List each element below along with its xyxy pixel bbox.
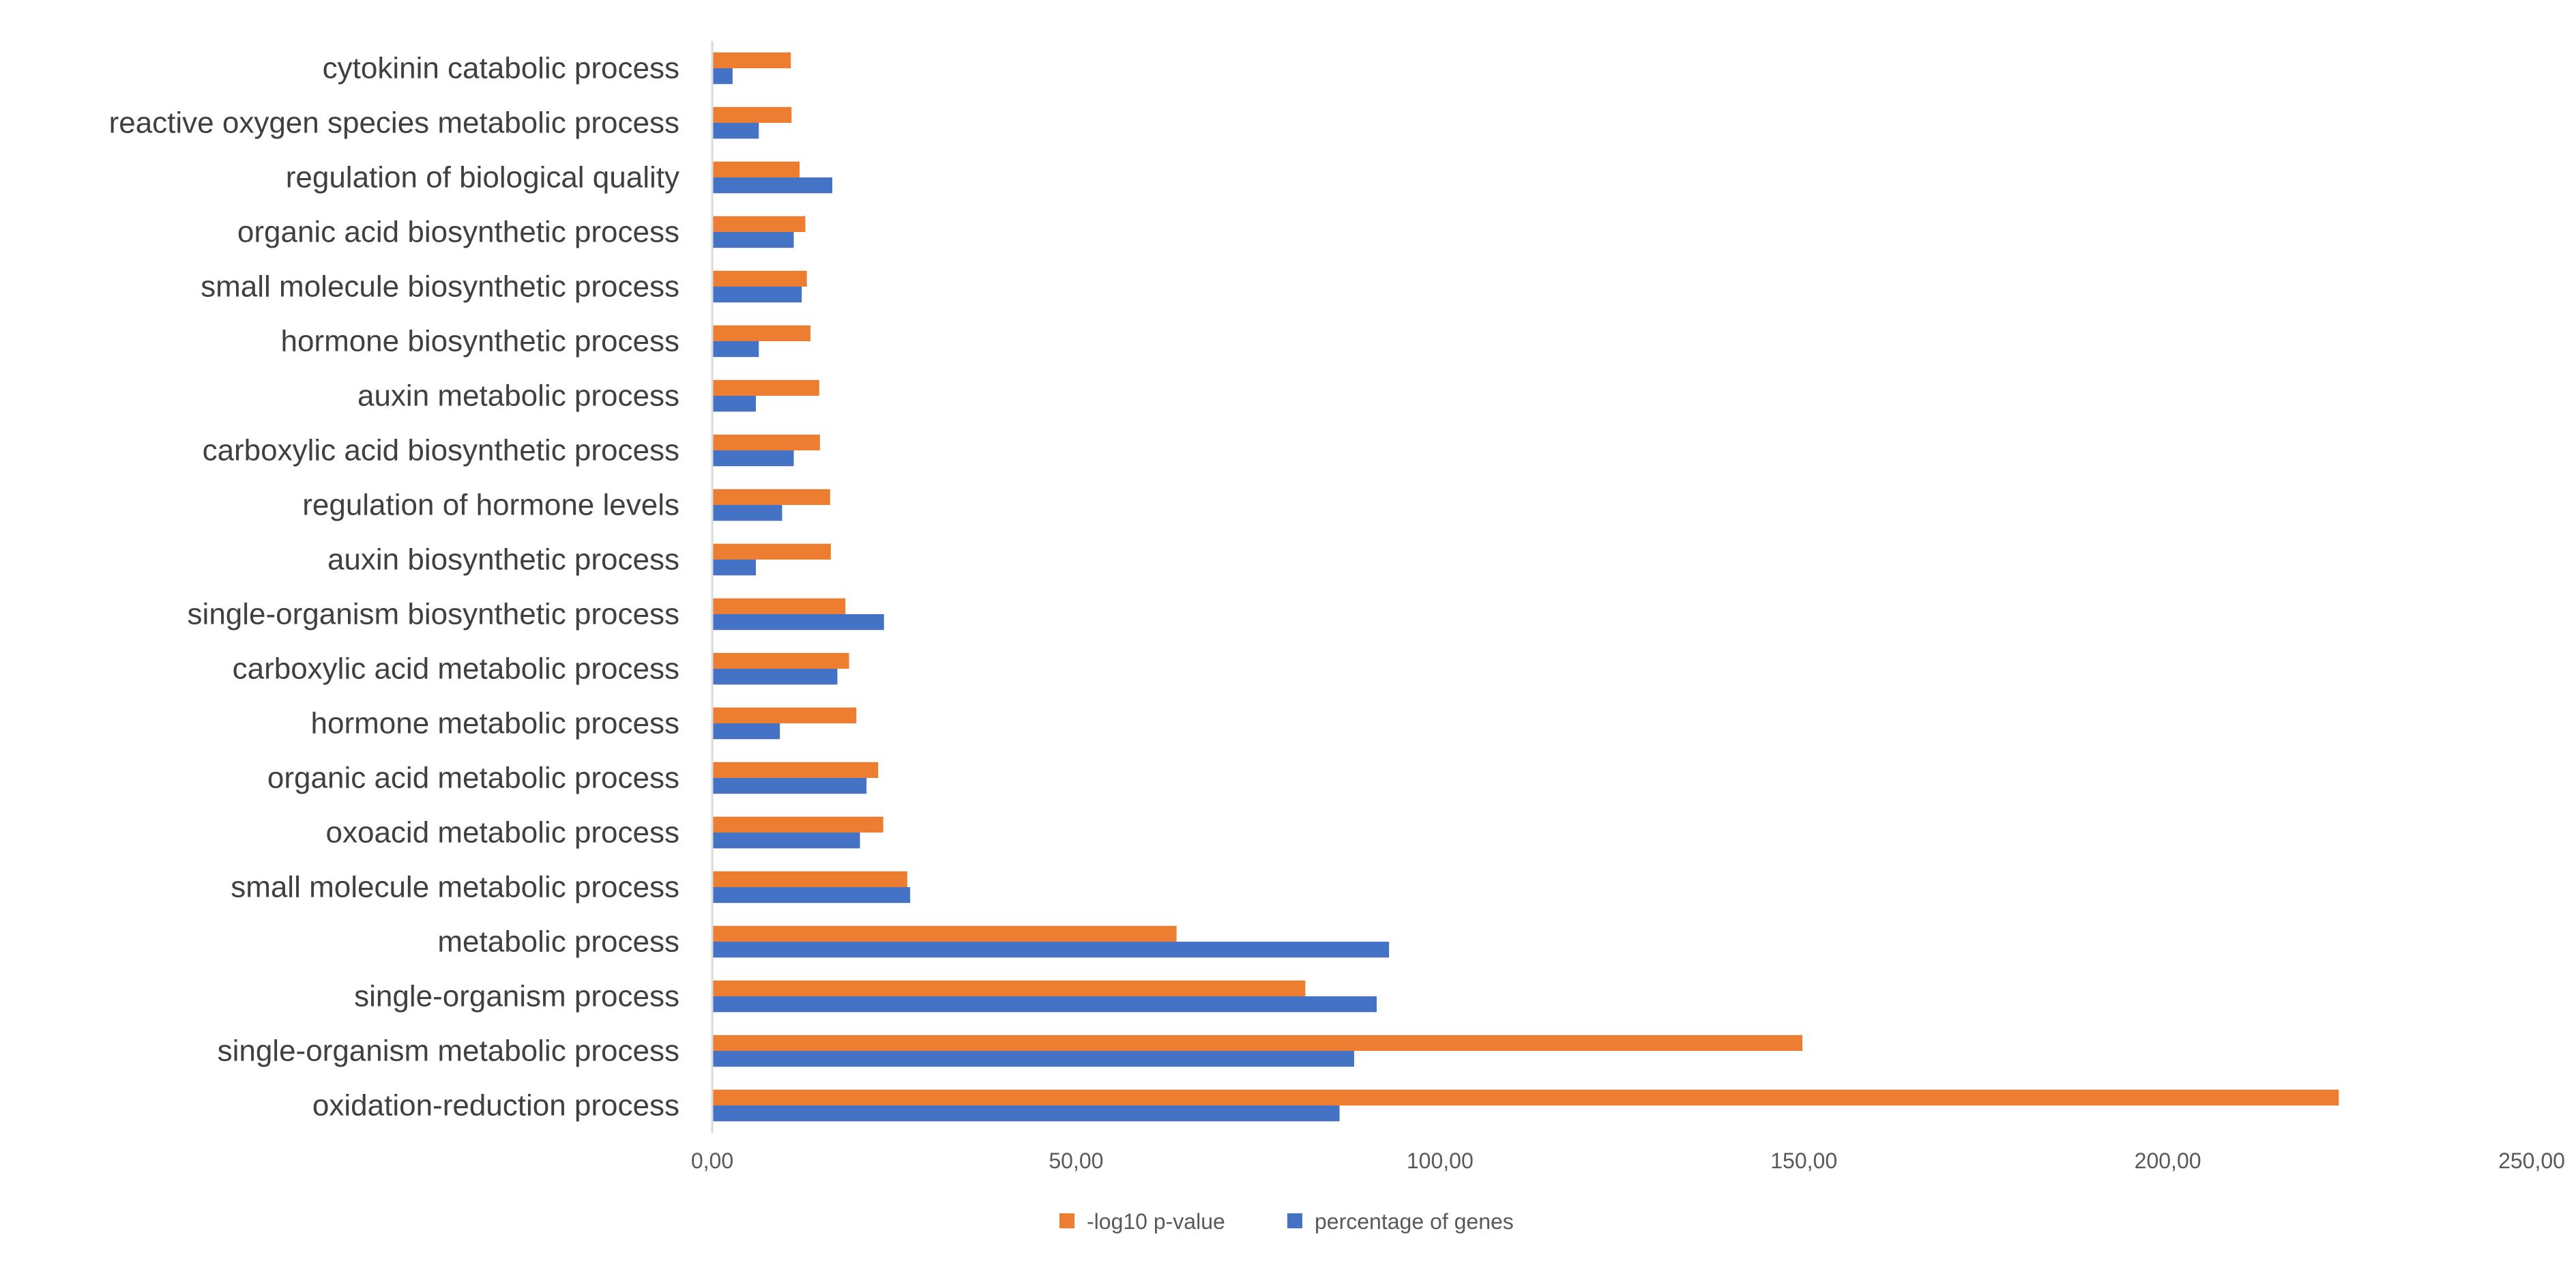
bars-group [712,52,2339,1122]
category-label-oxoacid-metabolic-process: oxoacid metabolic process [326,816,679,850]
category-label-organic-acid-metabolic-process: organic acid metabolic process [267,762,679,795]
category-labels: oxidation-reduction process single-organi… [109,52,679,1123]
bar-log10-p-value-single-organism-biosynthetic-process [712,598,846,614]
bar-log10-p-value-hormone-metabolic-process [712,707,857,723]
legend-swatch-percentage-of-genes [1287,1213,1302,1228]
category-label-small-molecule-metabolic-process: small molecule metabolic process [231,871,679,904]
bar-log10-p-value-hormone-biosynthetic-process [712,325,811,341]
x-tick-label-0: 0,00 [691,1148,733,1173]
bar-percentage-of-genes-regulation-of-hormone-levels [712,505,782,521]
bar-percentage-of-genes-hormone-metabolic-process [712,723,780,740]
bar-log10-p-value-oxidation-reduction-process [712,1089,2339,1105]
x-tick-label-1: 50,00 [1049,1148,1103,1173]
bar-percentage-of-genes-auxin-metabolic-process [712,396,757,412]
bar-percentage-of-genes-metabolic-process [712,942,1390,958]
legend-label-log10-pvalue: -log10 p-value [1087,1209,1225,1234]
bar-log10-p-value-small-molecule-biosynthetic-process [712,270,807,287]
x-tick-label-3: 150,00 [1770,1148,1837,1173]
bar-percentage-of-genes-reactive-oxygen-species-metabolic-process [712,123,759,139]
bar-percentage-of-genes-small-molecule-metabolic-process [712,887,911,904]
bar-percentage-of-genes-oxidation-reduction-process [712,1105,1340,1122]
bar-percentage-of-genes-carboxylic-acid-biosynthetic-process [712,450,794,467]
category-label-regulation-of-hormone-levels: regulation of hormone levels [302,489,679,522]
category-label-reactive-oxygen-species-metabolic-process: reactive oxygen species metabolic proces… [109,106,679,140]
bar-log10-p-value-organic-acid-metabolic-process [712,762,879,778]
x-tick-label-2: 100,00 [1407,1148,1474,1173]
bar-percentage-of-genes-regulation-of-biological-quality [712,177,833,194]
category-label-carboxylic-acid-metabolic-process: carboxylic acid metabolic process [233,652,679,686]
bar-log10-p-value-carboxylic-acid-biosynthetic-process [712,434,820,450]
bar-log10-p-value-auxin-biosynthetic-process [712,543,831,560]
legend-swatch-log10-pvalue [1059,1213,1074,1228]
bar-percentage-of-genes-auxin-biosynthetic-process [712,560,757,576]
category-label-single-organism-process: single-organism process [354,980,679,1013]
bar-percentage-of-genes-cytokinin-catabolic-process [712,68,733,85]
category-label-metabolic-process: metabolic process [437,925,679,959]
category-label-small-molecule-biosynthetic-process: small molecule biosynthetic process [201,270,679,304]
bar-log10-p-value-organic-acid-biosynthetic-process [712,216,806,232]
category-label-cytokinin-catabolic-process: cytokinin catabolic process [323,52,679,85]
bar-percentage-of-genes-oxoacid-metabolic-process [712,833,860,849]
bar-log10-p-value-regulation-of-hormone-levels [712,489,830,505]
bar-log10-p-value-small-molecule-metabolic-process [712,871,907,887]
bar-percentage-of-genes-single-organism-metabolic-process [712,1051,1354,1067]
bar-percentage-of-genes-small-molecule-biosynthetic-process [712,287,802,303]
category-label-hormone-biosynthetic-process: hormone biosynthetic process [280,325,679,358]
bar-log10-p-value-carboxylic-acid-metabolic-process [712,652,849,669]
category-label-carboxylic-acid-biosynthetic-process: carboxylic acid biosynthetic process [203,434,679,467]
category-label-auxin-metabolic-process: auxin metabolic process [357,379,679,413]
bar-log10-p-value-single-organism-process [712,980,1306,996]
category-label-auxin-biosynthetic-process: auxin biosynthetic process [327,543,679,577]
bar-percentage-of-genes-organic-acid-metabolic-process [712,778,867,794]
legend-label-percentage-of-genes: percentage of genes [1315,1209,1514,1234]
bar-log10-p-value-reactive-oxygen-species-metabolic-process [712,106,792,123]
bar-percentage-of-genes-hormone-biosynthetic-process [712,341,759,358]
category-label-organic-acid-biosynthetic-process: organic acid biosynthetic process [237,216,679,249]
x-tick-label-4: 200,00 [2135,1148,2201,1173]
bar-log10-p-value-single-organism-metabolic-process [712,1035,1803,1051]
bar-log10-p-value-auxin-metabolic-process [712,379,819,396]
x-tick-labels: 0,00 50,00 100,00 150,00 200,00 250,00 [691,1148,2565,1173]
bar-percentage-of-genes-organic-acid-biosynthetic-process [712,232,794,248]
bar-percentage-of-genes-single-organism-process [712,996,1377,1013]
category-label-single-organism-metabolic-process: single-organism metabolic process [218,1035,679,1068]
x-tick-label-5: 250,00 [2498,1148,2565,1173]
bar-percentage-of-genes-carboxylic-acid-metabolic-process [712,669,838,685]
bar-log10-p-value-metabolic-process [712,925,1177,942]
bar-percentage-of-genes-single-organism-biosynthetic-process [712,614,884,631]
category-label-single-organism-biosynthetic-process: single-organism biosynthetic process [188,598,679,631]
bar-log10-p-value-regulation-of-biological-quality [712,161,800,177]
category-label-oxidation-reduction-process: oxidation-reduction process [312,1089,679,1123]
bar-log10-p-value-oxoacid-metabolic-process [712,816,883,833]
legend: -log10 p-value percentage of genes [1059,1209,1514,1234]
bar-log10-p-value-cytokinin-catabolic-process [712,52,791,68]
category-label-regulation-of-biological-quality: regulation of biological quality [286,161,679,194]
category-label-hormone-metabolic-process: hormone metabolic process [311,707,679,740]
